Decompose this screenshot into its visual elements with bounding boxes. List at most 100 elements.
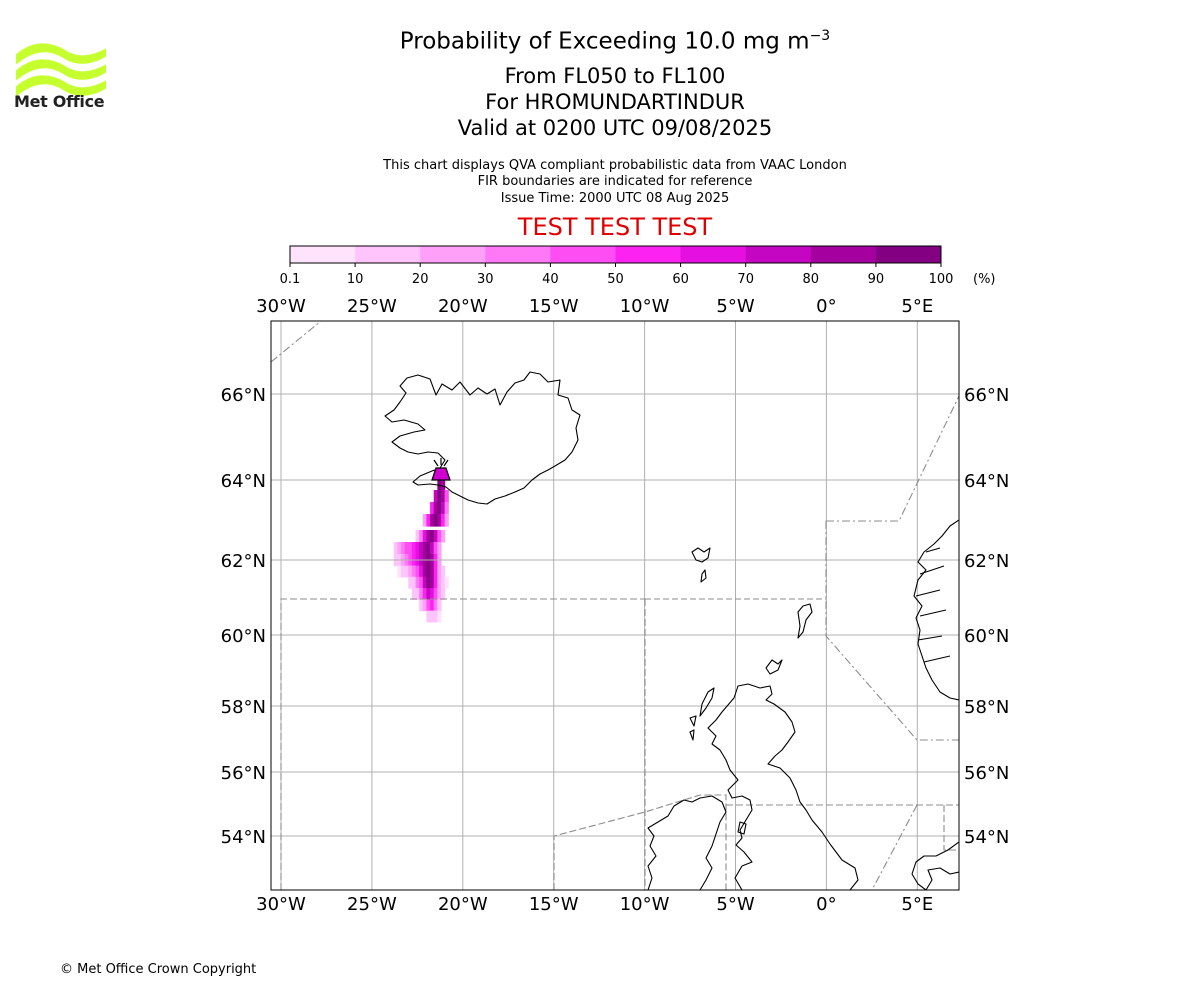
plume-cell	[426, 514, 431, 527]
colorbar-tick-label: 30	[477, 272, 494, 287]
fir-boundary-north	[271, 321, 322, 363]
colorbar-bin	[745, 246, 812, 263]
plume-cell	[404, 565, 409, 578]
plume-cell	[433, 599, 438, 612]
plume-cell	[440, 530, 446, 543]
longitude-label: 30°W	[256, 894, 306, 915]
plume-cell	[433, 576, 438, 589]
longitude-label: 0°	[816, 894, 836, 915]
plume-cell	[437, 576, 442, 589]
axis-labels: 30°W 30°W 25°W 25°W 20°W 20°W 15°W 15°W 10°W 10°W…	[221, 296, 1010, 915]
colorbar-tick-label: 0.1	[280, 272, 301, 287]
latitude-label: 56°N	[221, 763, 266, 784]
plume-cell	[411, 542, 417, 555]
colorbar-tick-label: 20	[412, 272, 429, 287]
plume-cell	[440, 576, 446, 589]
coastline-norway	[913, 519, 959, 701]
fir-boundaries	[271, 321, 959, 890]
colorbar-tick-label: 40	[542, 272, 559, 287]
colorbar-tick-label: 10	[347, 272, 364, 287]
fir-boundary-6e	[943, 805, 959, 851]
plume-cell	[426, 588, 431, 600]
plume-cell	[426, 576, 431, 589]
colorbar-bin	[810, 246, 877, 263]
latitude-label: 60°N	[221, 626, 266, 647]
plume-cell	[419, 588, 424, 600]
chart-title: Probability of Exceeding 10.0 mg m−3	[300, 28, 930, 55]
plume-cell	[433, 514, 438, 527]
plume-cell	[440, 490, 446, 503]
plume-cell	[419, 576, 424, 589]
plume-cell	[433, 502, 438, 515]
plume-cell	[419, 565, 424, 578]
longitude-label: 5°E	[901, 296, 933, 317]
coastline-iceland	[384, 371, 581, 505]
colorbar-tick-label: 70	[737, 272, 754, 287]
plume-cell	[440, 514, 446, 527]
plume-cell	[444, 502, 449, 515]
plume-cell	[426, 610, 431, 623]
plume-cell	[415, 530, 420, 543]
title-exponent: −3	[809, 28, 831, 44]
plume-cell	[437, 610, 442, 623]
fir-boundary-shanwick-west	[280, 598, 645, 890]
latitude-label: 66°N	[221, 385, 266, 406]
coastline-hebrides	[689, 687, 715, 741]
ash-probability-plume	[393, 477, 449, 623]
colorbar-tick-label: 100	[929, 272, 954, 287]
copyright-notice: © Met Office Crown Copyright	[60, 962, 257, 977]
volcano-name: For HROMUNDARTINDUR	[485, 90, 745, 114]
plume-cell	[430, 588, 435, 600]
coastline-denmark	[911, 841, 959, 890]
plume-cell	[393, 542, 398, 555]
plume-cell	[430, 610, 435, 623]
plume-cell	[430, 565, 435, 578]
colorbar-tick-label: 50	[607, 272, 624, 287]
plume-cell	[430, 502, 435, 515]
longitude-label: 0°	[816, 296, 836, 317]
latitude-label: 58°N	[964, 697, 1009, 718]
plume-cell	[411, 576, 417, 589]
fir-boundary-15w	[553, 794, 727, 890]
plume-cell	[433, 542, 438, 555]
plume-cell	[419, 542, 424, 555]
longitude-label: 30°W	[256, 296, 306, 317]
plume-cell	[437, 542, 442, 555]
longitude-label: 15°W	[529, 296, 579, 317]
plume-cell	[422, 542, 428, 555]
fir-boundary-5e	[871, 804, 918, 890]
fir-boundary-0deg	[825, 521, 959, 741]
issue-time: Issue Time: 2000 UTC 08 Aug 2025	[500, 191, 730, 206]
latitude-label: 62°N	[221, 551, 266, 572]
longitude-label: 10°W	[620, 296, 670, 317]
latitude-label: 56°N	[964, 763, 1009, 784]
plume-cell	[400, 542, 406, 555]
coastline-orkney	[765, 659, 783, 675]
coastline-shetland	[797, 603, 813, 639]
colorbar-bin	[355, 246, 421, 263]
test-banner: TEST TEST TEST	[517, 213, 713, 241]
coastline-norway-fjords	[915, 547, 951, 663]
colorbar-bin	[420, 246, 486, 263]
volcano-marker-icon	[431, 458, 451, 481]
plume-cell	[422, 588, 428, 600]
coastline-faroe	[691, 547, 711, 583]
plume-cell	[440, 477, 446, 491]
plume-cell	[433, 588, 438, 600]
plume-cell	[430, 576, 435, 589]
colorbar-unit: (%)	[973, 272, 996, 287]
plume-cell	[415, 565, 420, 578]
graticule	[271, 321, 959, 890]
plume-cell	[437, 599, 442, 612]
longitude-label: 20°W	[438, 894, 488, 915]
plume-cell	[397, 542, 402, 555]
plume-cell	[415, 588, 420, 600]
colorbar: 0.1 10 20 30 40 50 60 70 80 90 100	[280, 245, 954, 287]
plume-cell	[437, 530, 442, 543]
plume-cell	[440, 565, 446, 578]
coastline-ireland	[647, 795, 727, 890]
plume-cell	[422, 514, 428, 527]
coastline-isle-of-man	[737, 821, 747, 835]
plume-cell	[437, 502, 442, 515]
